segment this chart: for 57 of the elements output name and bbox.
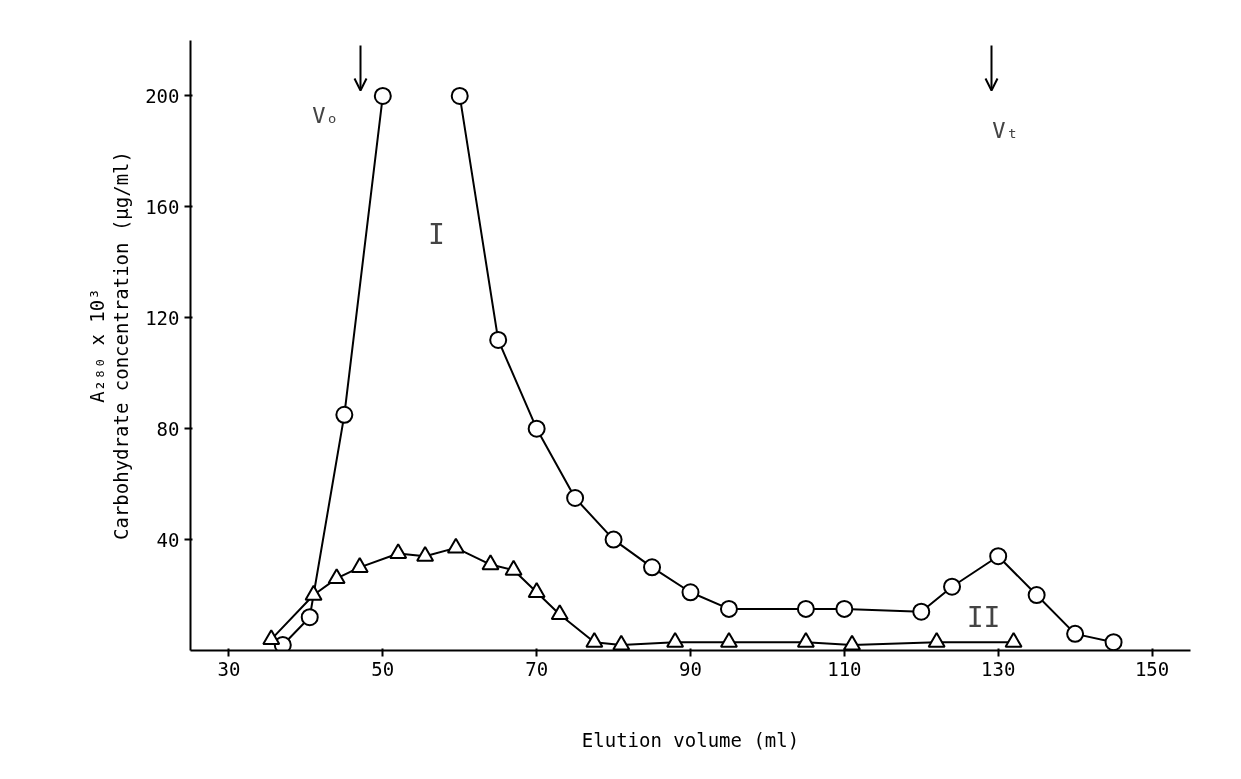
point [719,599,738,618]
text: A₂₈₀ x 10³ [85,288,108,403]
y-tick-label: 160 [145,195,180,218]
point [389,543,408,560]
point [450,86,469,105]
point [416,545,435,562]
point [1027,586,1046,605]
point [666,631,685,648]
point [304,584,323,601]
y-tick-label: 40 [156,528,180,551]
point [446,537,465,554]
annotation: Vₒ [312,103,339,128]
x-tick-label: 90 [679,657,702,680]
y-axis-title: Carbohydrate concentration (µg/ml) [110,151,133,540]
point [843,634,862,651]
point [350,557,369,573]
x-tick-label: 110 [827,657,862,680]
point [300,608,319,627]
point [504,559,523,576]
point [612,634,631,651]
point [927,631,946,648]
point [835,599,854,618]
x-tick-label: 30 [217,657,241,680]
point [681,583,700,602]
x-tick-label: 70 [525,657,549,680]
y-tick-label: 80 [156,417,180,440]
y-tick-label: 120 [145,306,180,329]
x-tick-label: 130 [981,657,1016,680]
point [719,631,738,648]
point [489,330,508,349]
point [527,419,546,438]
point [796,631,815,648]
point [527,582,546,598]
point [327,568,346,585]
point [912,602,931,621]
annotation: II [966,601,1001,634]
point [566,489,585,507]
x-tick-label: 150 [1134,657,1170,680]
x-tick-label: 50 [371,657,395,680]
point [335,405,354,424]
point [585,631,604,648]
point [604,530,623,549]
point [1004,631,1023,648]
point [481,554,500,571]
y-tick-label: 200 [145,84,180,107]
point [262,629,281,646]
point [1066,624,1085,643]
point [643,558,662,577]
point [989,547,1008,566]
point [796,599,815,618]
x-axis-title: Elution volume (ml) [581,728,800,751]
point [943,577,962,596]
annotation: Vₜ [992,118,1019,143]
point [550,604,569,621]
point [1104,633,1123,651]
annotation: I [428,218,445,251]
point [373,86,392,105]
